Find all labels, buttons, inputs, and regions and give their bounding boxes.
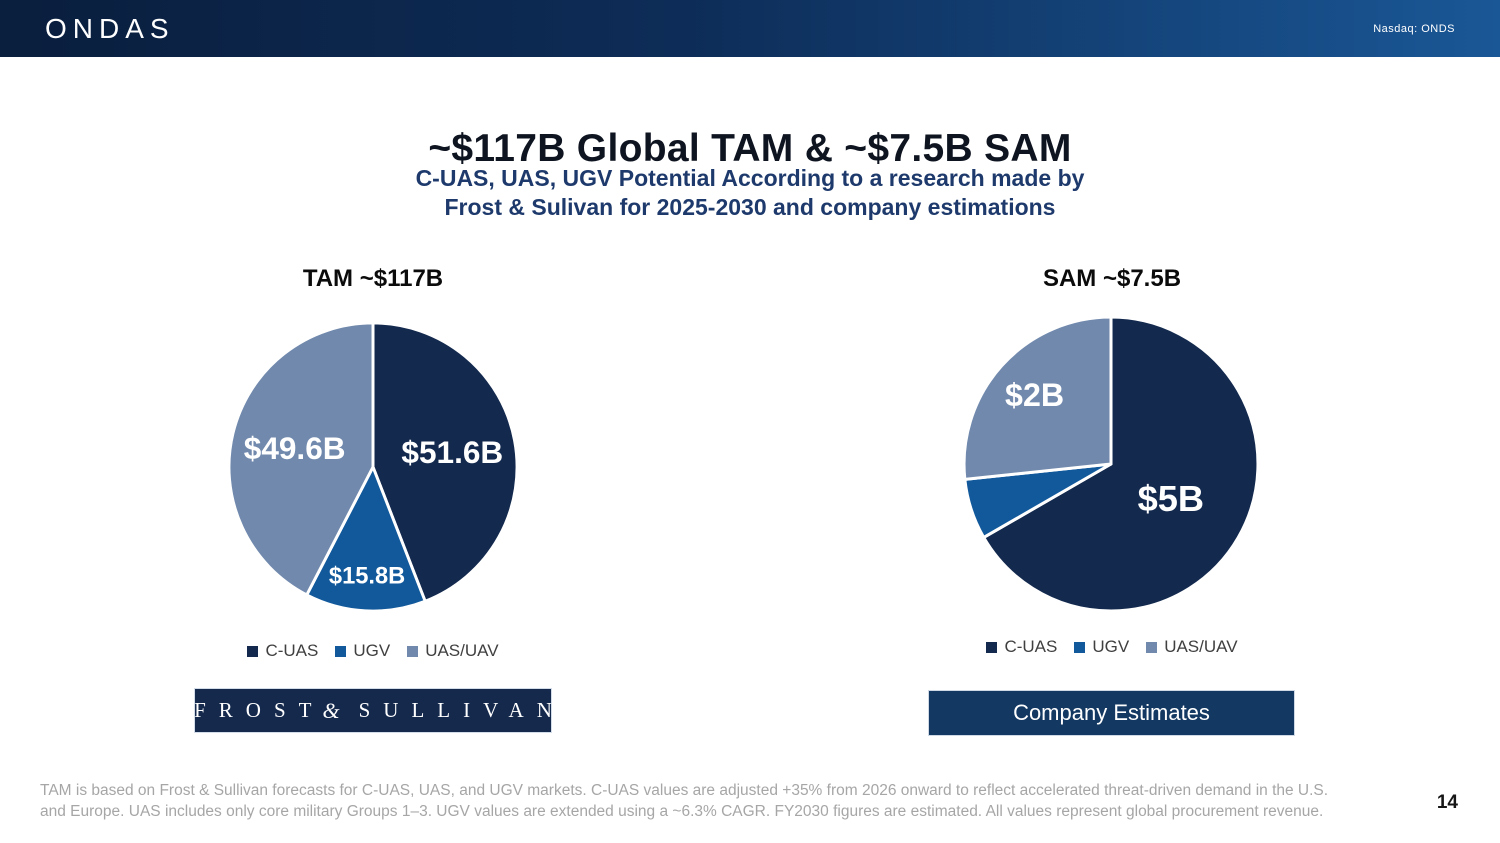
footnote-line-2: and Europe. UAS includes only core milit…: [40, 803, 1324, 820]
legend-item-uas-uav: UAS/UAV: [1146, 637, 1238, 657]
sam-chart-title: SAM ~$7.5B: [1042, 265, 1182, 292]
pie-slice-c-uas: [982, 315, 1260, 613]
frost-sullivan-logo: FROST & SULLIVAN: [194, 688, 552, 733]
footnote: TAM is based on Frost & Sullivan forecas…: [40, 780, 1390, 822]
legend-item-ugv: UGV: [335, 641, 390, 661]
page-title: ~$117B Global TAM & ~$7.5B SAM: [428, 127, 1072, 171]
subtitle: C-UAS, UAS, UGV Potential According to a…: [0, 164, 1500, 222]
legend-label: UAS/UAV: [1164, 637, 1238, 656]
legend-swatch: [247, 645, 259, 657]
pie-slice-label: $5B: [1138, 478, 1204, 519]
pie-slice-label: $51.6B: [401, 434, 503, 470]
company-estimates-box: Company Estimates: [928, 690, 1295, 736]
tam-chart-title: TAM ~$117B: [302, 265, 444, 292]
pie-slice-ugv: [305, 465, 427, 613]
ticker-label: Nasdaq: ONDS: [1373, 22, 1455, 35]
legend-swatch: [986, 641, 998, 653]
legend-item-c-uas: C-UAS: [986, 637, 1057, 657]
sam-pie-chart: $5B $2B: [962, 315, 1260, 613]
legend-swatch: [1146, 641, 1158, 653]
pie-slice-label: $2B: [1005, 377, 1064, 413]
legend-item-c-uas: C-UAS: [247, 641, 318, 661]
tam-legend: C-UAS UGV UAS/UAV: [203, 641, 543, 661]
legend-swatch: [1074, 641, 1086, 653]
footnote-line-1: TAM is based on Frost & Sullivan forecas…: [40, 782, 1329, 799]
pie-slice-uas-uav: [962, 315, 1113, 481]
sam-legend: C-UAS UGV UAS/UAV: [942, 637, 1282, 657]
legend-item-uas-uav: UAS/UAV: [407, 641, 499, 661]
legend-item-ugv: UGV: [1074, 637, 1129, 657]
frost-logo-ampersand: &: [322, 697, 340, 723]
legend-label: UGV: [1092, 637, 1130, 656]
legend-label: UGV: [353, 641, 391, 660]
frost-logo-word-1: FROST: [194, 698, 325, 722]
page-number: 14: [1436, 792, 1458, 813]
frost-logo-word-2: SULLIVAN: [358, 698, 565, 722]
header-bar: ONDAS Nasdaq: ONDS: [0, 0, 1500, 57]
legend-label: C-UAS: [265, 641, 319, 660]
legend-swatch: [335, 645, 347, 657]
legend-label: C-UAS: [1004, 637, 1058, 656]
subtitle-line-1: C-UAS, UAS, UGV Potential According to a…: [415, 165, 1085, 191]
pie-slice-label: $49.6B: [244, 430, 346, 466]
pie-slice-c-uas: [371, 321, 519, 603]
tam-pie-chart: $51.6B $15.8B $49.6B: [227, 321, 519, 613]
pie-slice-uas-uav: [227, 321, 375, 597]
legend-label: UAS/UAV: [425, 641, 499, 660]
ondas-logo: ONDAS: [45, 12, 175, 44]
subtitle-line-2: Frost & Sulivan for 2025-2030 and compan…: [444, 194, 1056, 220]
legend-swatch: [407, 645, 419, 657]
pie-slice-label: $15.8B: [329, 563, 405, 589]
